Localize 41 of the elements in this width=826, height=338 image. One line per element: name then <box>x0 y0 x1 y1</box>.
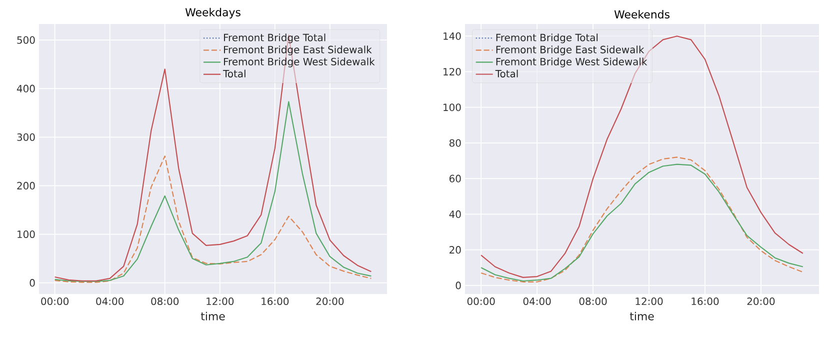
legend-label: Fremont Bridge East Sidewalk <box>496 46 644 56</box>
x-tick-label: 20:00 <box>747 298 775 306</box>
legend-label: Fremont Bridge West Sidewalk <box>224 58 375 68</box>
y-tick-label: 120 <box>444 68 461 76</box>
y-tick-label: 140 <box>444 32 461 40</box>
line-series <box>54 156 372 283</box>
x-tick-label: 12:00 <box>636 298 663 306</box>
y-tick-label: 200 <box>17 182 35 190</box>
x-tick-label: 04:00 <box>96 298 124 306</box>
x-tick-label: 16:00 <box>262 298 289 306</box>
x-tick-label: 08:00 <box>151 298 179 306</box>
x-tick-label: 00:00 <box>467 298 495 306</box>
y-tick-label: 60 <box>450 174 461 182</box>
x-tick-label: 04:00 <box>523 298 551 306</box>
x-tick-label: 20:00 <box>316 298 344 306</box>
y-tick-label: 0 <box>456 282 461 290</box>
x-tick-label: 12:00 <box>206 298 234 306</box>
chart-title: Weekdays <box>185 8 240 19</box>
x-tick-label: 16:00 <box>692 298 719 306</box>
legend-label: Total <box>222 70 246 78</box>
legend-label: Fremont Bridge East Sidewalk <box>224 46 372 56</box>
y-tick-label: 20 <box>450 246 461 254</box>
x-axis-title: time <box>200 312 225 320</box>
line-series <box>480 36 804 278</box>
y-tick-label: 0 <box>30 279 35 287</box>
y-tick-label: 80 <box>449 139 461 147</box>
legend-label: Fremont Bridge West Sidewalk <box>496 58 648 68</box>
legend-label: Fremont Bridge Total <box>496 34 598 44</box>
y-tick-label: 40 <box>449 210 461 218</box>
line-series <box>54 101 372 282</box>
chart-title: Weekends <box>614 10 670 18</box>
x-axis-title: time <box>630 312 654 320</box>
x-tick-label: 08:00 <box>579 298 607 306</box>
x-tick-label: 00:00 <box>41 298 69 306</box>
y-tick-label: 500 <box>17 36 35 44</box>
y-tick-label: 300 <box>17 133 35 141</box>
legend-label: Fremont Bridge Total <box>224 34 326 44</box>
y-tick-label: 100 <box>18 230 35 238</box>
y-tick-label: 100 <box>444 104 461 112</box>
legend-label: Total <box>495 70 518 78</box>
y-tick-label: 400 <box>16 84 35 92</box>
